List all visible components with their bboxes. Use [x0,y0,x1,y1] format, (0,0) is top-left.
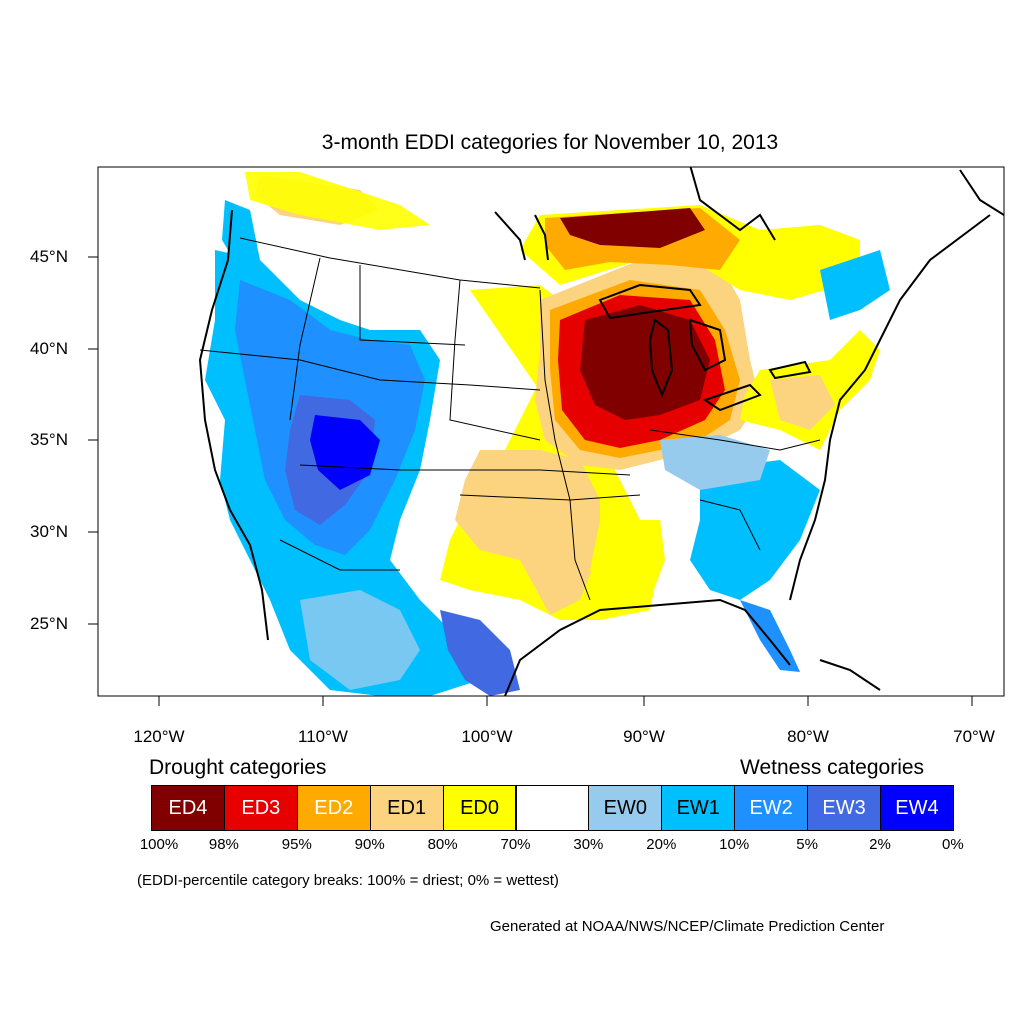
map-frame [97,166,1005,697]
cuba-bahamas [819,659,881,691]
east-coast [789,214,991,601]
percentile-label: 10% [719,836,750,853]
legend-box-ed4: ED4 [151,785,225,831]
lon-label-110: 110°W [298,727,348,746]
state-line-4 [199,349,541,391]
lat-label-35: 35°N [30,430,68,449]
axis-ticks [88,256,973,706]
lon-label-70: 70°W [953,727,995,746]
percentile-label: 98% [208,836,239,853]
ed1-east [770,375,835,430]
legend-box-ed1: ED1 [369,785,444,831]
credit-line: Generated at NOAA/NWS/NCEP/Climate Predi… [490,918,885,935]
lat-label-45: 45°N [30,247,68,266]
ew0-scatter-west [300,590,420,690]
percentile-label: 5% [796,836,818,853]
ew4-west [310,415,380,490]
ew0-southeast [660,435,770,490]
percentile-label: 30% [573,836,604,853]
ew2-florida [740,600,800,672]
state-line-5 [299,464,631,476]
great-lake-huron [688,318,727,372]
legend-box-ed0: ED0 [442,785,517,831]
legend-box-ew1: EW1 [661,785,736,831]
hudson-bay-shore [494,211,526,261]
state-line-2 [359,265,466,346]
ed1-plains [455,450,600,615]
west-coast [198,209,269,641]
ew1-northeast [820,250,890,320]
ed4-canada [560,208,705,248]
map-title: 3-month EDDI categories for November 10,… [321,131,779,154]
legend-box-ed2: ED2 [296,785,371,831]
state-line-7 [539,289,591,601]
percentile-label: 2% [869,836,891,853]
gulf-coast [504,598,791,696]
percentile-label: 100% [139,836,179,853]
ed0-southeast [590,520,665,605]
ed0-canada-west [245,172,430,230]
lon-label-90: 90°W [623,727,665,746]
lon-label-80: 80°W [787,727,829,746]
state-line-8 [279,539,400,571]
legend-box-ew2: EW2 [734,785,809,831]
legend-box-ed3: ED3 [223,785,298,831]
state-line-3 [449,279,541,441]
legend-box-ew0: EW0 [588,785,663,831]
category-note: (EDDI-percentile category breaks: 100% =… [137,872,559,889]
great-lake-erie [702,383,762,412]
state-line-10 [649,429,821,451]
state-line-9 [699,499,761,551]
legend-box-ew3: EW3 [807,785,881,831]
percentile-label: 20% [646,836,677,853]
ed4-midwest [580,305,710,420]
lat-label-30: 30°N [30,522,68,541]
wetness-heading: Wetness categories [740,756,925,779]
ew1-southeast [690,460,820,600]
percentile-label: 70% [500,836,531,853]
percentile-label: 90% [354,836,385,853]
percentile-label: 95% [281,836,312,853]
canada-east-shore [689,167,776,241]
legend-box-neutral [515,785,590,831]
great-lake-michigan [648,318,674,398]
lon-label-100: 100°W [461,727,513,746]
lat-label-40: 40°N [30,339,68,358]
lon-label-120: 120°W [133,727,185,746]
percentile-label: 0% [942,836,964,853]
drought-heading: Drought categories [149,756,327,779]
great-lake-superior [598,283,702,320]
coastline-layer [198,167,1004,696]
legend-box-ew4: EW4 [880,785,954,831]
category-fill-layer [200,172,990,696]
ew3-texas [440,610,520,696]
percentile-label: 80% [427,836,458,853]
us-canada-border [239,237,541,289]
boundary-layer [199,237,821,601]
great-lake-ontario [768,360,812,380]
newfoundland [959,169,1004,216]
lake-winnipeg [534,214,549,261]
lat-label-25: 25°N [30,614,68,633]
state-line-1 [289,257,321,421]
